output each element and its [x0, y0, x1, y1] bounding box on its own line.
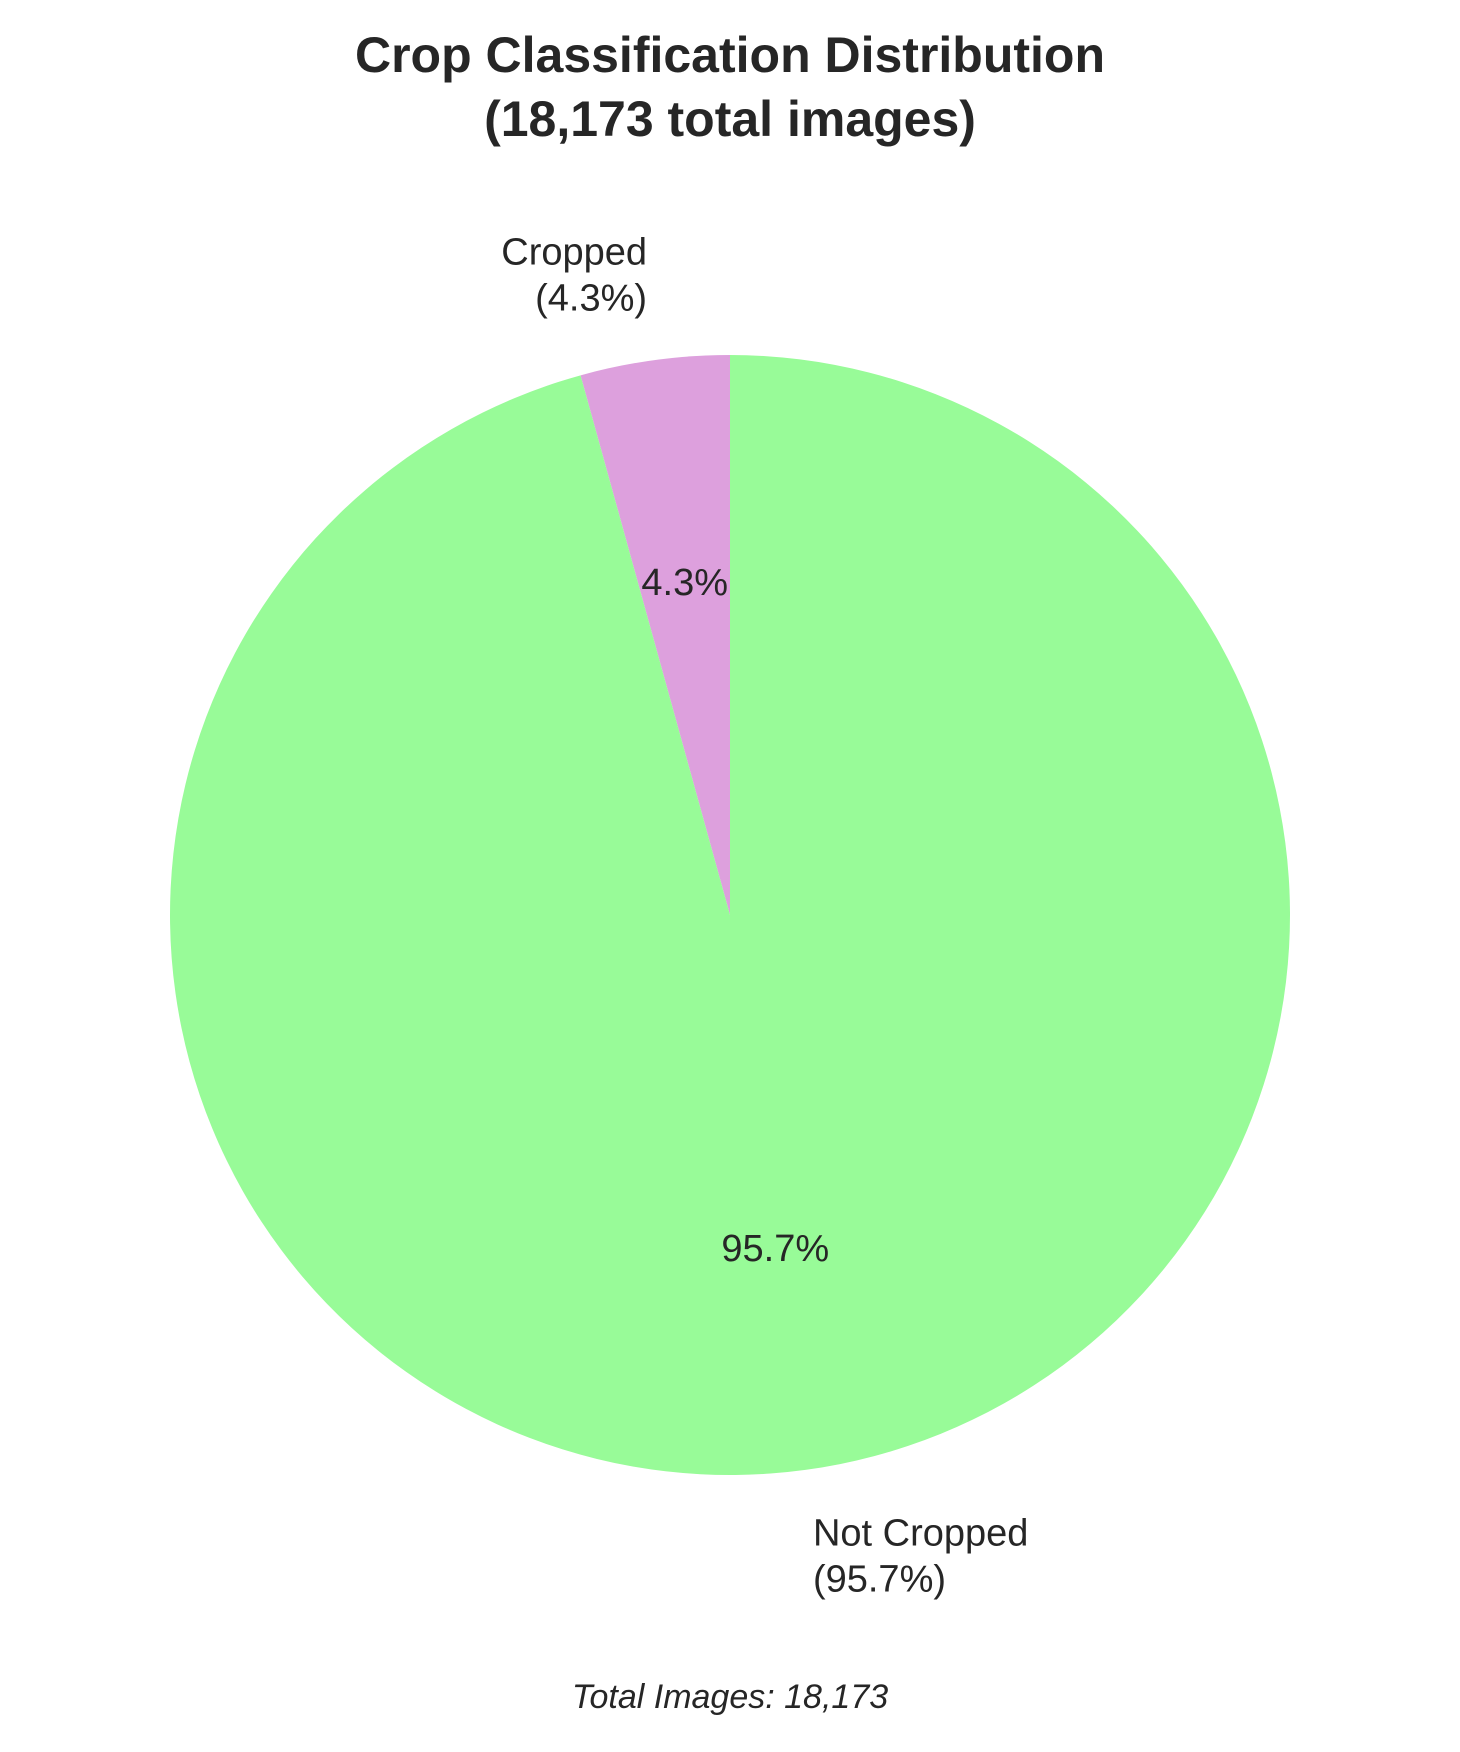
slice-not-cropped	[169, 355, 1290, 1476]
chart-title-line-2: (18,173 total images)	[484, 91, 976, 147]
total-images-footer: Total Images: 18,173	[572, 1678, 888, 1716]
slice-label-percent-not-cropped: (95.7%)	[813, 1558, 946, 1600]
slice-percent-not-cropped: 95.7%	[721, 1228, 829, 1270]
chart-title-line-1: Crop Classification Distribution	[355, 27, 1105, 83]
slice-percent-cropped: 4.3%	[641, 562, 728, 604]
slice-cropped	[580, 355, 730, 915]
slice-label-cropped: Cropped	[501, 232, 647, 274]
slice-label-percent-cropped: (4.3%)	[535, 278, 647, 320]
pie-slices	[169, 355, 1290, 1476]
slice-label-not-cropped: Not Cropped	[813, 1512, 1028, 1554]
pie-labels: 4.3% Cropped(4.3%) 95.7% Not Cropped(95.7%)	[501, 232, 1028, 1601]
